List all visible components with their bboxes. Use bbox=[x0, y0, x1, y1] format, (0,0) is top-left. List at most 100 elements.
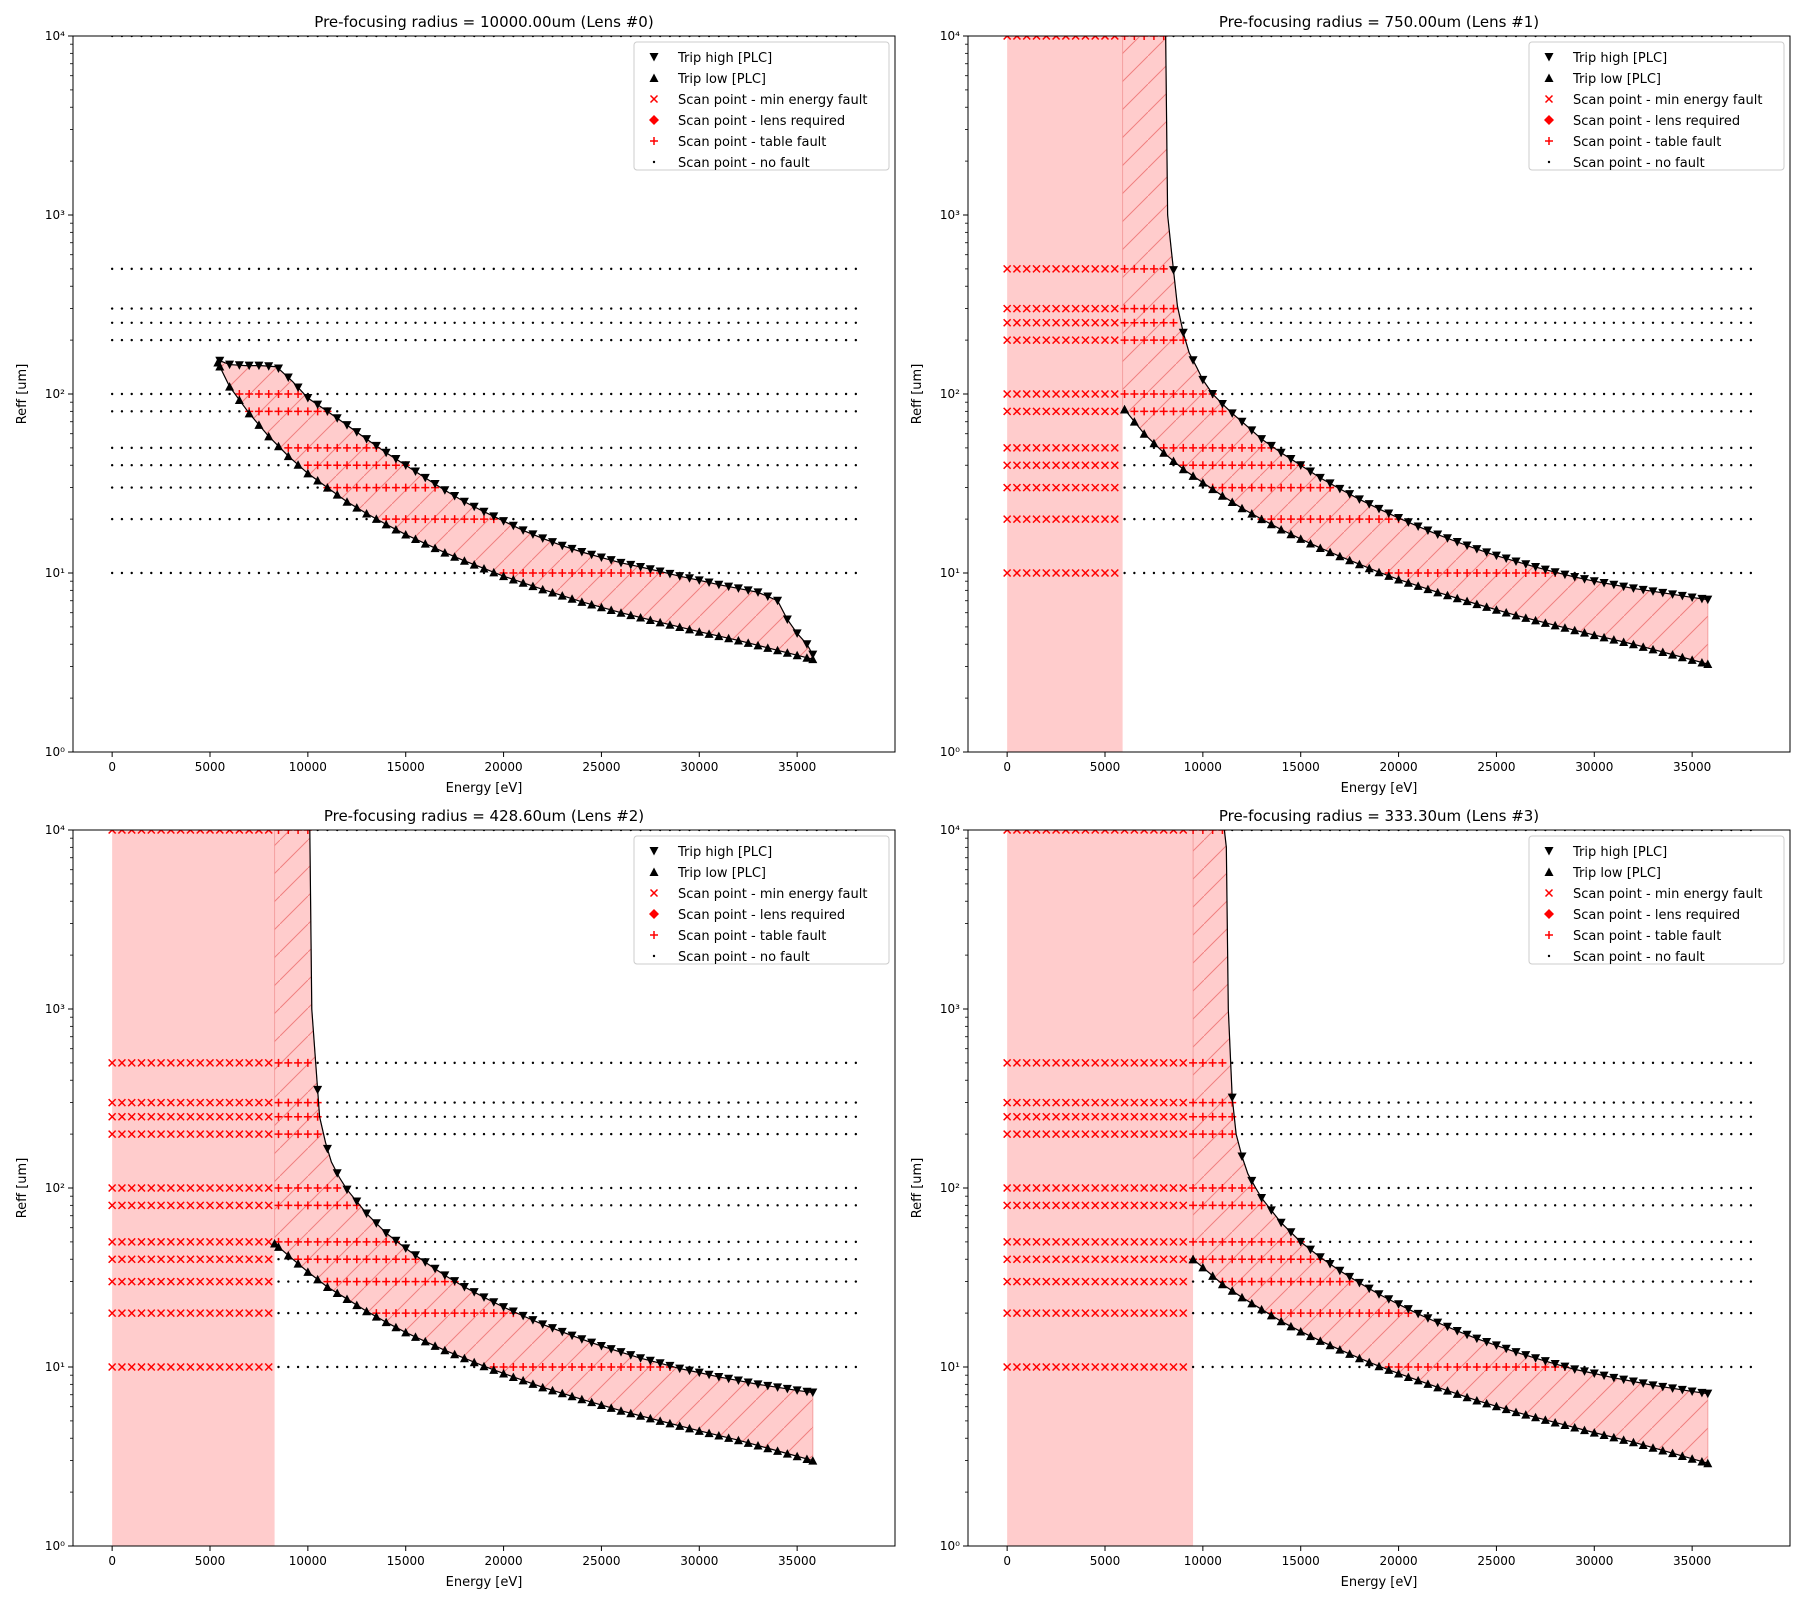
trip-high-marker bbox=[548, 1324, 557, 1333]
legend-marker-diamond bbox=[649, 909, 659, 919]
scan-point-no-fault bbox=[1338, 307, 1342, 310]
trip-high-marker bbox=[1540, 1357, 1550, 1366]
scan-point-min-energy-fault bbox=[1130, 1201, 1139, 1210]
scan-point-no-fault bbox=[1348, 1240, 1351, 1244]
scan-point-no-fault bbox=[668, 1280, 672, 1283]
scan-point-table-fault bbox=[1502, 1363, 1511, 1371]
scan-point-no-fault bbox=[1319, 321, 1322, 324]
scan-point-no-fault bbox=[502, 267, 505, 271]
scan-point-no-fault bbox=[512, 517, 515, 521]
scan-point-no-fault bbox=[238, 571, 241, 575]
scan-point-min-energy-fault bbox=[1110, 1255, 1119, 1264]
x-axis-label: Energy [eV] bbox=[1341, 1575, 1418, 1590]
trip-low-marker bbox=[1384, 1365, 1394, 1374]
scan-point-no-fault bbox=[776, 307, 779, 310]
scan-point-min-energy-fault bbox=[1091, 336, 1100, 345]
scan-point-no-fault bbox=[1309, 1061, 1312, 1065]
scan-point-no-fault bbox=[570, 1115, 574, 1118]
scan-point-no-fault bbox=[1612, 1115, 1616, 1118]
scan-point-no-fault bbox=[1260, 1132, 1263, 1136]
trip-low-marker bbox=[596, 602, 606, 612]
scan-point-no-fault bbox=[805, 446, 809, 450]
scan-point-no-fault bbox=[120, 446, 124, 450]
scan-point-min-energy-fault bbox=[196, 1183, 205, 1193]
scan-point-no-fault bbox=[580, 464, 584, 467]
scan-point-no-fault bbox=[1475, 1115, 1479, 1118]
scan-point-no-fault bbox=[727, 392, 730, 396]
scan-point-no-fault bbox=[1593, 1101, 1596, 1104]
scan-point-min-energy-fault bbox=[1130, 1255, 1139, 1264]
scan-point-no-fault bbox=[345, 1101, 349, 1104]
scan-point-min-energy-fault bbox=[1032, 336, 1041, 345]
scan-point-table-fault bbox=[294, 1201, 303, 1210]
scan-point-no-fault bbox=[698, 486, 701, 489]
scan-point-no-fault bbox=[1211, 517, 1214, 521]
scan-point-min-energy-fault bbox=[147, 1237, 156, 1246]
scan-point-min-energy-fault bbox=[1159, 1277, 1168, 1286]
scan-point-min-energy-fault bbox=[108, 1112, 117, 1121]
scan-point-no-fault bbox=[394, 307, 398, 310]
scan-point-table-fault bbox=[323, 1184, 332, 1192]
scan-point-no-fault bbox=[707, 1204, 711, 1207]
scan-point-no-fault bbox=[1397, 338, 1400, 342]
scan-point-no-fault bbox=[1475, 1204, 1479, 1207]
scan-point-no-fault bbox=[1593, 571, 1596, 575]
x-tick-label: 35000 bbox=[1673, 1554, 1711, 1568]
scan-point-no-fault bbox=[737, 464, 740, 467]
scan-point-no-fault bbox=[1553, 1311, 1557, 1315]
scan-point-no-fault bbox=[1749, 307, 1753, 310]
scan-point-no-fault bbox=[737, 1132, 740, 1136]
legend-marker-tri-up bbox=[1544, 867, 1554, 876]
scan-point-table-fault bbox=[1453, 569, 1462, 577]
scan-point-min-energy-fault bbox=[264, 1201, 273, 1210]
scan-point-no-fault bbox=[1573, 321, 1576, 324]
scan-point-no-fault bbox=[140, 410, 143, 413]
scan-point-no-fault bbox=[1661, 307, 1664, 310]
trip-low-marker bbox=[1619, 1435, 1629, 1444]
scan-point-min-energy-fault bbox=[1130, 1183, 1139, 1193]
scan-point-no-fault bbox=[169, 486, 173, 489]
scan-point-no-fault bbox=[688, 1186, 691, 1190]
scan-point-no-fault bbox=[1289, 1101, 1293, 1104]
scan-point-no-fault bbox=[1309, 571, 1312, 575]
scan-point-no-fault bbox=[698, 1061, 701, 1065]
scan-point-no-fault bbox=[766, 1132, 769, 1136]
trip-high-marker bbox=[352, 1197, 362, 1207]
scan-point-min-energy-fault bbox=[264, 830, 273, 835]
scan-point-no-fault bbox=[1534, 1132, 1537, 1136]
scan-point-no-fault bbox=[776, 464, 779, 467]
scan-point-no-fault bbox=[727, 446, 730, 450]
scan-point-min-energy-fault bbox=[1169, 1255, 1178, 1264]
scan-point-table-fault bbox=[1316, 515, 1325, 524]
scan-point-no-fault bbox=[649, 321, 652, 324]
scan-point-min-energy-fault bbox=[1042, 1183, 1051, 1193]
scan-point-no-fault bbox=[1505, 307, 1508, 310]
scan-point-no-fault bbox=[1720, 464, 1723, 467]
trip-low-marker bbox=[808, 1456, 818, 1465]
scan-point-no-fault bbox=[1602, 338, 1606, 342]
scan-point-no-fault bbox=[1172, 517, 1175, 521]
scan-point-no-fault bbox=[1651, 1186, 1655, 1190]
scan-point-no-fault bbox=[1397, 1132, 1400, 1136]
scan-point-no-fault bbox=[1446, 1132, 1449, 1136]
scan-point-table-fault bbox=[480, 1309, 488, 1318]
scan-point-no-fault bbox=[316, 392, 319, 396]
scan-point-no-fault bbox=[1368, 1115, 1371, 1118]
scan-point-no-fault bbox=[1651, 517, 1655, 521]
scan-point-min-energy-fault bbox=[1081, 443, 1090, 452]
scan-point-no-fault bbox=[610, 1311, 613, 1315]
scan-point-no-fault bbox=[1309, 1132, 1312, 1136]
scan-point-no-fault bbox=[130, 486, 133, 489]
scan-point-table-fault bbox=[303, 1201, 312, 1210]
scan-point-min-energy-fault bbox=[1081, 515, 1090, 524]
scan-point-table-fault bbox=[450, 1309, 459, 1318]
scan-point-no-fault bbox=[1573, 1258, 1576, 1261]
scan-point-table-fault bbox=[1228, 1237, 1237, 1246]
scan-point-no-fault bbox=[561, 1240, 564, 1244]
scan-point-min-energy-fault bbox=[137, 1277, 146, 1286]
scan-point-no-fault bbox=[1524, 1204, 1527, 1207]
scan-point-no-fault bbox=[1739, 1061, 1743, 1065]
scan-point-min-energy-fault bbox=[1159, 1183, 1168, 1193]
scan-point-no-fault bbox=[805, 486, 809, 489]
scan-point-no-fault bbox=[1553, 1186, 1557, 1190]
